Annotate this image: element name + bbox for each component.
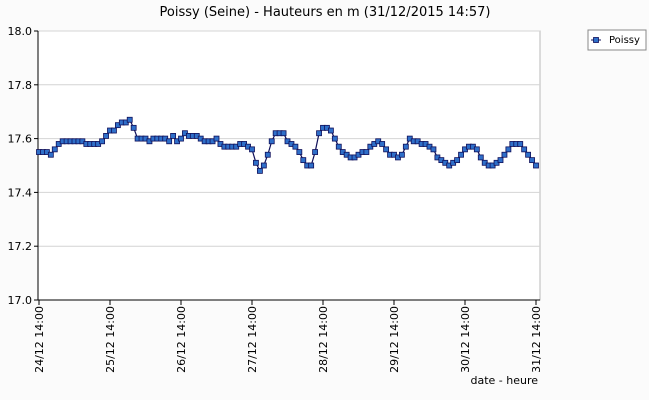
y-tick-label: 17.6	[8, 133, 33, 146]
point	[292, 143, 299, 150]
point	[268, 138, 275, 145]
y-tick-label: 17.4	[8, 186, 33, 199]
point	[213, 135, 220, 142]
point	[264, 151, 271, 158]
point	[253, 159, 259, 166]
point	[170, 133, 177, 139]
point	[249, 146, 255, 153]
point	[363, 149, 370, 155]
point	[501, 151, 508, 158]
y-tick-label: 17.2	[8, 240, 33, 253]
x-tick-label: 24/12 14:00	[33, 306, 46, 373]
point	[296, 149, 303, 155]
x-tick-label: 31/12 14:00	[530, 306, 543, 373]
point	[533, 162, 539, 169]
point	[256, 167, 263, 174]
point	[379, 141, 386, 147]
x-tick-label: 29/12 14:00	[388, 306, 401, 373]
point	[280, 130, 287, 137]
point	[497, 157, 504, 164]
point	[505, 146, 512, 153]
point	[178, 135, 184, 142]
chart-title: Poissy (Seine) - Hauteurs en m (31/12/20…	[160, 5, 491, 20]
point	[529, 157, 535, 164]
point	[308, 162, 315, 169]
point	[517, 141, 524, 147]
point	[327, 127, 334, 134]
x-tick-label: 27/12 14:00	[246, 306, 259, 373]
point	[47, 151, 54, 158]
point	[111, 127, 117, 134]
point	[335, 143, 342, 150]
legend-box	[587, 29, 647, 51]
point	[458, 151, 464, 158]
legend-label: Poissy	[609, 35, 640, 46]
x-tick-label: 28/12 14:00	[317, 306, 330, 373]
legend: Poissy	[587, 29, 647, 51]
point	[51, 146, 58, 153]
point	[521, 146, 528, 153]
point	[477, 154, 484, 161]
y-tick-label: 17.8	[8, 79, 33, 92]
point	[316, 130, 322, 137]
x-tick-label: 26/12 14:00	[175, 306, 188, 373]
point	[402, 143, 409, 150]
point	[454, 157, 461, 164]
point	[525, 151, 532, 158]
plot-area	[37, 30, 541, 301]
y-tick-label: 18.0	[8, 25, 33, 38]
point	[383, 146, 390, 153]
point	[103, 133, 109, 139]
point	[126, 116, 133, 123]
point	[331, 135, 338, 142]
legend-marker	[593, 37, 599, 43]
point	[398, 151, 405, 158]
x-tick-label: 30/12 14:00	[459, 306, 472, 373]
point	[260, 162, 267, 169]
point	[473, 146, 480, 153]
point	[166, 138, 173, 145]
y-tick-label: 17.0	[8, 294, 33, 307]
point	[130, 124, 137, 131]
point	[312, 149, 319, 155]
x-axis-label: date - heure	[470, 374, 538, 387]
point	[300, 157, 307, 164]
x-tick-label: 25/12 14:00	[104, 306, 117, 373]
point	[99, 138, 106, 145]
point	[430, 146, 437, 153]
